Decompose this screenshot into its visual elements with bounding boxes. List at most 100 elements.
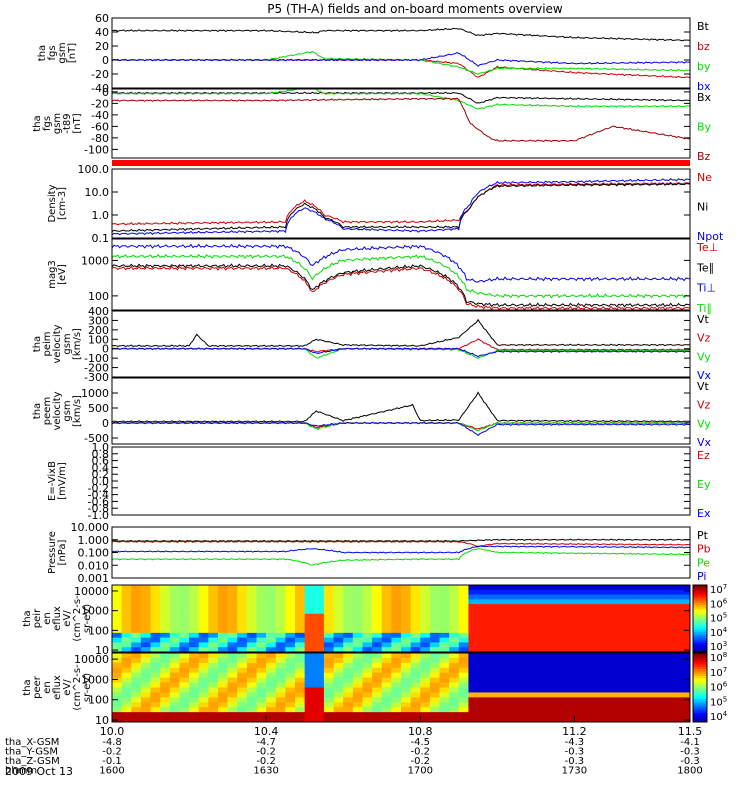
ephemeris-value: -4.8 (102, 737, 122, 748)
y-axis-label: peem (42, 397, 53, 425)
y-axis-label: gsm (57, 42, 68, 63)
y-axis-label: peer (32, 675, 43, 699)
y-axis-label: eflux (52, 675, 63, 700)
ephemeris-value: -4.7 (256, 737, 276, 748)
y-tick-label: 10 (95, 644, 109, 657)
ephemeris-value: 1730 (562, 766, 587, 777)
colorbar-tick-label: 105 (710, 695, 727, 708)
legend-entry: bx (697, 80, 711, 93)
colorbar-tick-label: 107 (710, 666, 727, 679)
ephemeris-value: -0.2 (256, 756, 276, 767)
x-tick-label: 10.8 (408, 725, 433, 738)
ephemeris-value: -4.5 (411, 737, 431, 748)
colorbar-tick-label: 107 (710, 583, 727, 596)
y-axis-label: (cm^2-s- (72, 595, 83, 642)
quality-flag-bar (112, 160, 690, 166)
y-tick-label: 20 (95, 40, 109, 53)
date-label: 2009 Oct 13 (5, 765, 73, 778)
y-axis-label: (cm^2-s- (72, 664, 83, 711)
series-line-bz (112, 58, 690, 79)
panel-4: 100 1000 mag3 [eV] Te⊥ Te∥ Ti⊥ Ti∥ (47, 238, 718, 315)
colorbar-tick-label: 106 (710, 681, 728, 694)
y-axis-label: Density (47, 184, 58, 222)
y-tick-label: 10 (95, 714, 109, 727)
y-tick-label: -80 (91, 132, 109, 145)
y-axis-label: sr-eV) (82, 673, 93, 702)
series-line-Vx (112, 347, 690, 358)
legend-entry: Pb (697, 543, 711, 556)
y-tick-label: 100 (88, 290, 109, 303)
series-line-Bt (112, 27, 690, 42)
y-tick-label: 400 (88, 305, 109, 318)
series-group (112, 318, 690, 359)
y-tick-label: -100 (84, 143, 109, 156)
panel-2: -100-80-60-40-200 tha fgs gsm -t89 [nT] Bx By Bz (32, 86, 712, 163)
y-axis-label: en (42, 681, 53, 694)
colorbar-frame (692, 652, 708, 723)
legend-entry: Bt (697, 20, 710, 33)
y-axis-label: tha (32, 403, 43, 419)
series-group (112, 27, 690, 79)
colorbar-tick-label: 106 (710, 597, 728, 610)
y-tick-label: 0 (102, 54, 109, 67)
legend-entry: Vx (697, 436, 712, 449)
x-tick-label: 10.0 (100, 725, 125, 738)
legend-entry: Ni (697, 201, 708, 214)
y-tick-label: 100.0 (78, 163, 110, 176)
series-line-bx (112, 52, 690, 67)
ephemeris-value: -0.3 (680, 756, 700, 767)
y-tick-label: 0.100 (78, 547, 110, 560)
legend-entry: Ti⊥ (696, 282, 716, 295)
legend-entry: Ne (697, 171, 712, 184)
y-tick-label: 60 (95, 12, 109, 25)
y-axis-label: [nT] (67, 43, 78, 63)
series-line-Ni (112, 182, 690, 233)
y-tick-label: -500 (84, 432, 109, 445)
y-axis-label: gsm (62, 400, 73, 421)
series-line-Ti⊥ (112, 243, 690, 283)
y-tick-label: 1.0 (92, 209, 110, 222)
y-axis-label: eV/ (62, 679, 73, 696)
panel-frame (111, 652, 691, 723)
series-line-Pe (112, 548, 690, 566)
panel-7: -1.0-0.8-0.6-0.4-0.20.00.20.40.60.81.0 E=… (47, 441, 711, 522)
y-tick-label: 100 (88, 624, 109, 637)
series-group (112, 538, 690, 566)
panel-frame (111, 377, 691, 445)
y-tick-label: -40 (91, 109, 109, 122)
ephemeris-value: -0.2 (102, 747, 122, 758)
ephemeris-row-label: tha_X-GSM (5, 737, 59, 748)
legend-entry: bz (697, 40, 710, 53)
panel-frame (111, 17, 691, 89)
y-tick-label: 1.0 (92, 441, 110, 454)
y-axis-label: eflux (52, 606, 63, 631)
ephemeris-value: -0.2 (411, 756, 431, 767)
series-group (112, 391, 690, 437)
y-axis-label: tha (37, 45, 48, 61)
series-line-by (112, 50, 690, 75)
legend-entry: Te⊥ (696, 241, 718, 254)
y-tick-label: -100 (84, 352, 109, 365)
ephemeris-value: -4.1 (680, 737, 700, 748)
colorbar-tick-label: 105 (710, 612, 727, 625)
legend-entry: Bx (697, 91, 712, 104)
legend-entry: Vt (697, 380, 710, 393)
legend-entry: Vz (697, 332, 711, 345)
y-axis-label: [mV/m] (57, 462, 68, 500)
legend-entry: Ex (697, 507, 711, 520)
legend-entry: Pi (697, 570, 706, 583)
y-axis-label: [km/s] (72, 328, 83, 360)
legend-entry: Vy (697, 350, 711, 363)
colorbar-tick-label: 104 (710, 626, 728, 639)
ephemeris-row-label: tha_Y-GSM (5, 747, 58, 758)
y-tick-label: 0 (102, 86, 109, 99)
y-axis-label: tha (32, 336, 43, 352)
y-tick-label: 100 (88, 333, 109, 346)
y-tick-label: 40 (95, 26, 109, 39)
series-line-Npot (112, 178, 690, 236)
y-axis-label: mag3 (47, 260, 58, 289)
y-tick-label: -20 (91, 68, 109, 81)
